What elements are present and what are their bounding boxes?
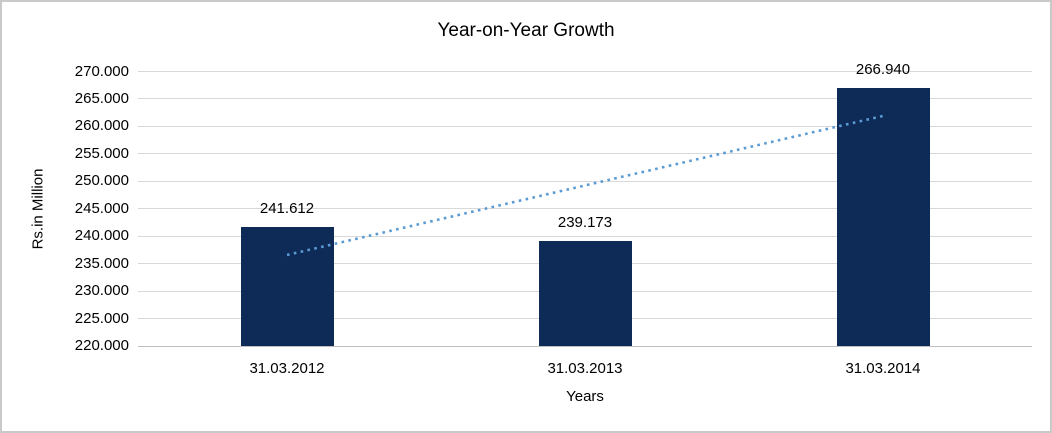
bar-31.03.2013 (538, 240, 632, 346)
gridline (138, 98, 1032, 100)
x-axis-line (138, 345, 1032, 347)
bar-31.03.2012 (240, 227, 334, 346)
y-axis-tick-label: 255.000 (74, 144, 129, 162)
y-axis-tick-label: 235.000 (74, 254, 129, 272)
x-axis-tick-label: 31.03.2012 (249, 360, 325, 377)
y-axis-tick-label: 245.000 (74, 199, 129, 217)
y-axis-tick-label: 260.000 (74, 117, 129, 135)
y-axis-tick-label: 225.000 (74, 309, 129, 327)
y-axis-tick-label: 250.000 (74, 172, 129, 190)
y-axis-tick-label: 265.000 (74, 89, 129, 107)
x-axis-tick-label: 31.03.2014 (845, 360, 921, 377)
y-axis-tick-label: 240.000 (74, 227, 129, 245)
bar-value-label: 241.612 (259, 200, 315, 218)
bar-31.03.2014 (836, 88, 930, 346)
bar-value-label: 266.940 (855, 61, 911, 79)
y-axis-tick-label: 230.000 (74, 282, 129, 300)
y-axis-tick-label: 270.000 (74, 62, 129, 80)
y-axis-tick-label: 220.000 (74, 337, 129, 354)
bar-value-label: 239.173 (557, 213, 613, 231)
chart-title: Year-on-Year Growth (437, 20, 615, 41)
gridline (138, 71, 1032, 72)
x-axis-title: Years (566, 388, 604, 405)
x-axis-tick-label: 31.03.2013 (547, 360, 623, 377)
